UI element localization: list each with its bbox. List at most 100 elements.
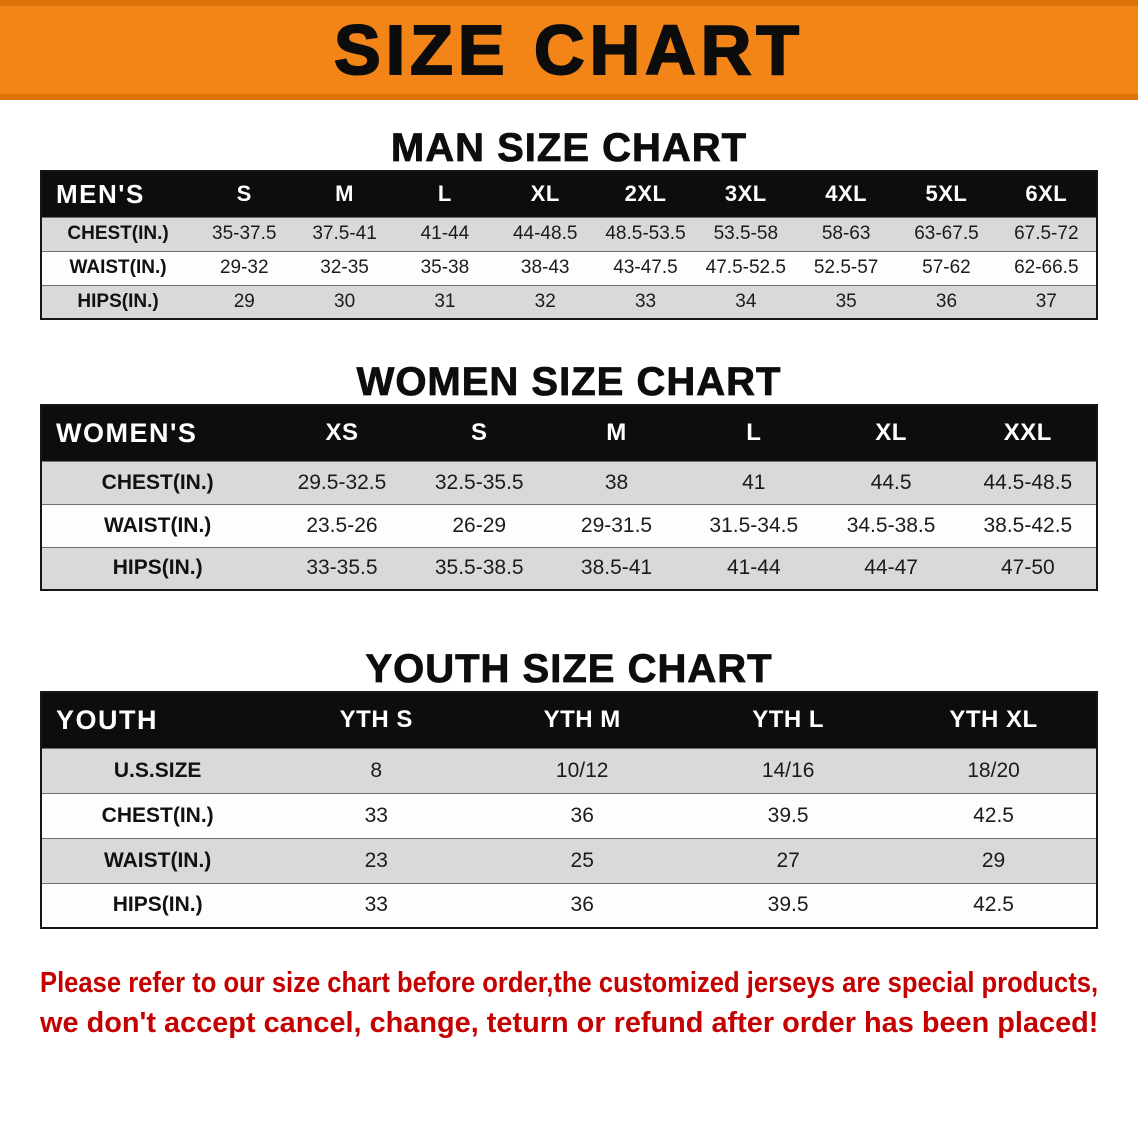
size-value-cell: 35-38 xyxy=(420,257,470,278)
table-title: WOMEN'S xyxy=(56,417,198,448)
size-column-header: 5XL xyxy=(925,181,968,207)
size-column-header: 6XL xyxy=(1025,181,1068,207)
table-title: MEN'S xyxy=(56,178,145,209)
size-value-cell: 62-66.5 xyxy=(1014,257,1079,278)
size-value-cell: 37 xyxy=(1035,290,1057,312)
size-value-cell: 43-47.5 xyxy=(613,257,678,278)
size-column-header: L xyxy=(437,181,452,207)
size-value-cell: 33 xyxy=(364,893,388,917)
table-title: YOUTH xyxy=(56,704,158,735)
table-row: HIPS(IN.) 33-35.5 35.5-38.5 38.5-41 41-44 44-… xyxy=(41,547,1097,590)
size-value-cell: 44-47 xyxy=(864,556,918,580)
size-column-header: XL xyxy=(875,419,907,447)
notice-line-2: we don't accept cancel, change, teturn o… xyxy=(40,1007,1099,1039)
size-value-cell: 42.5 xyxy=(973,893,1014,917)
row-label: WAIST(IN.) xyxy=(69,257,167,278)
size-value-cell: 42.5 xyxy=(973,803,1014,827)
page-title: SIZE CHART xyxy=(333,11,804,89)
row-label: WAIST(IN.) xyxy=(103,513,212,537)
size-value-cell: 38.5-41 xyxy=(580,556,653,580)
youth-size-chart-heading: YOUTH SIZE CHART xyxy=(365,647,773,692)
size-column-header: M xyxy=(335,181,354,207)
size-value-cell: 39.5 xyxy=(767,803,809,827)
row-label: CHEST(IN.) xyxy=(101,470,214,494)
women-size-chart-heading: WOMEN SIZE CHART xyxy=(356,360,782,405)
table-row: HIPS(IN.) 29 30 31 32 33 34 35 36 37 xyxy=(41,285,1097,319)
table-header-row: WOMEN'S XS S M L XL XXL xyxy=(41,405,1097,461)
table-row: CHEST(IN.) 29.5-32.5 32.5-35.5 38 41 44.5 44.5… xyxy=(41,461,1097,504)
size-value-cell: 31.5-34.5 xyxy=(709,513,799,537)
size-column-header: 4XL xyxy=(825,181,868,207)
size-column-header: YTH M xyxy=(543,706,621,734)
size-column-header: YTH XL xyxy=(949,706,1038,734)
size-value-cell: 34.5-38.5 xyxy=(846,513,936,537)
size-value-cell: 23 xyxy=(364,848,388,872)
size-value-cell: 36 xyxy=(570,803,594,827)
table-header-row: YOUTH YTH S YTH M YTH L YTH XL xyxy=(41,692,1097,748)
row-label: CHEST(IN.) xyxy=(67,223,169,244)
size-value-cell: 41-44 xyxy=(726,556,781,580)
order-notice: Please refer to our size chart before or… xyxy=(40,963,1098,1043)
size-value-cell: 36 xyxy=(570,893,594,917)
size-column-header: S xyxy=(470,419,488,447)
row-label: HIPS(IN.) xyxy=(112,556,203,580)
table-row: WAIST(IN.) 23.5-26 26-29 29-31.5 31.5-34.5 34… xyxy=(41,504,1097,547)
table-header-row: MEN'S S M L XL 2XL 3XL 4XL 5XL 6XL xyxy=(41,171,1097,217)
size-value-cell: 33 xyxy=(634,290,657,312)
size-value-cell: 26-29 xyxy=(452,513,507,537)
size-value-cell: 33 xyxy=(364,803,388,827)
size-column-header: L xyxy=(746,419,762,447)
size-value-cell: 29 xyxy=(233,290,255,312)
size-value-cell: 38 xyxy=(604,470,629,494)
size-value-cell: 44-48.5 xyxy=(512,223,578,244)
size-value-cell: 67.5-72 xyxy=(1014,223,1079,244)
size-value-cell: 29-32 xyxy=(219,257,269,278)
size-value-cell: 34 xyxy=(735,290,757,312)
table-row: WAIST(IN.) 29-32 32-35 35-38 38-43 43-47.5 47.… xyxy=(41,251,1097,285)
size-value-cell: 41-44 xyxy=(420,223,470,244)
size-column-header: S xyxy=(236,181,252,207)
size-value-cell: 63-67.5 xyxy=(914,223,979,244)
size-value-cell: 10/12 xyxy=(555,758,609,782)
size-value-cell: 25 xyxy=(570,848,594,872)
womens-size-table: WOMEN'S XS S M L XL XXL CHEST(IN.) 29.5-32.5 32.5… xyxy=(40,404,1098,591)
row-label: HIPS(IN.) xyxy=(77,290,159,312)
size-column-header: YTH S xyxy=(339,706,413,734)
size-value-cell: 47.5-52.5 xyxy=(705,257,786,278)
row-label: CHEST(IN.) xyxy=(101,803,214,827)
size-value-cell: 48.5-53.5 xyxy=(605,223,686,244)
size-value-cell: 29 xyxy=(981,848,1006,872)
size-value-cell: 31 xyxy=(434,290,456,312)
size-column-header: M xyxy=(606,419,627,447)
size-value-cell: 41 xyxy=(742,470,766,494)
size-value-cell: 18/20 xyxy=(967,758,1020,782)
size-value-cell: 58-63 xyxy=(821,223,871,244)
size-value-cell: 33-35.5 xyxy=(306,556,378,580)
size-value-cell: 47-50 xyxy=(1001,556,1055,580)
size-value-cell: 53.5-58 xyxy=(713,223,779,244)
size-value-cell: 32-35 xyxy=(320,257,369,278)
size-value-cell: 52.5-57 xyxy=(813,257,879,278)
row-label: WAIST(IN.) xyxy=(103,848,212,872)
size-value-cell: 30 xyxy=(334,290,356,312)
size-value-cell: 37.5-41 xyxy=(312,223,377,244)
table-row: CHEST(IN.) 33 36 39.5 42.5 xyxy=(41,793,1097,838)
size-column-header: XS xyxy=(325,419,359,447)
size-chart-page: SIZE CHART MAN SIZE CHART MEN'S S M L XL 2XL 3… xyxy=(0,0,1138,1043)
size-value-cell: 38-43 xyxy=(520,257,570,278)
size-column-header: 3XL xyxy=(724,181,767,207)
notice-line-1: Please refer to our size chart before or… xyxy=(40,967,1099,999)
size-value-cell: 23.5-26 xyxy=(306,513,378,537)
size-value-cell: 32.5-35.5 xyxy=(434,470,524,494)
size-value-cell: 35.5-38.5 xyxy=(434,556,524,580)
mens-size-table: MEN'S S M L XL 2XL 3XL 4XL 5XL 6XL CHEST(IN.) 35-37… xyxy=(40,170,1098,320)
size-value-cell: 38.5-42.5 xyxy=(983,513,1073,537)
size-value-cell: 35 xyxy=(835,290,857,312)
size-value-cell: 36 xyxy=(935,290,958,312)
size-value-cell: 29.5-32.5 xyxy=(297,470,387,494)
size-value-cell: 8 xyxy=(370,758,383,782)
size-value-cell: 39.5 xyxy=(767,893,809,917)
size-column-header: YTH L xyxy=(752,706,825,734)
table-row: WAIST(IN.) 23 25 27 29 xyxy=(41,838,1097,883)
table-row: HIPS(IN.) 33 36 39.5 42.5 xyxy=(41,883,1097,928)
